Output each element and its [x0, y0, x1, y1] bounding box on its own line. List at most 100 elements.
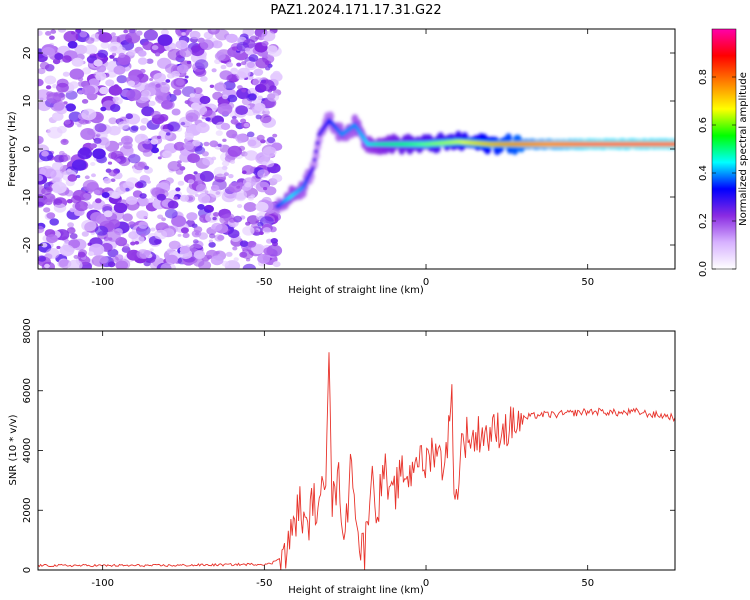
noise-blob — [200, 39, 214, 50]
colorbar-gradient — [712, 29, 736, 269]
noise-blob — [232, 70, 237, 75]
noise-blob — [58, 29, 66, 33]
noise-blob — [111, 191, 121, 199]
noise-blob — [97, 49, 109, 58]
noise-blob — [203, 141, 210, 147]
noise-blob — [66, 168, 72, 173]
noise-blob — [237, 204, 243, 209]
noise-blob — [228, 182, 243, 193]
noise-blob — [38, 68, 46, 75]
noise-blob — [223, 80, 236, 91]
noise-blob — [225, 251, 233, 257]
noise-blob — [204, 190, 209, 194]
noise-blob — [69, 81, 79, 89]
noise-blob — [220, 122, 231, 131]
noise-blob — [94, 225, 109, 236]
noise-blob — [93, 189, 101, 195]
noise-blob — [110, 32, 116, 37]
noise-blob — [239, 240, 249, 247]
noise-blob — [262, 146, 277, 158]
noise-blob — [194, 67, 207, 77]
ridge-core — [324, 123, 328, 127]
noise-blob — [263, 187, 268, 191]
noise-blob — [266, 136, 276, 144]
noise-blob — [210, 29, 217, 32]
noise-blob — [149, 248, 154, 252]
noise-blob — [160, 29, 169, 36]
noise-blob — [241, 88, 247, 93]
noise-blob — [122, 141, 133, 150]
ridge-core — [309, 170, 314, 173]
noise-blob — [221, 191, 237, 203]
noise-blob — [108, 152, 118, 159]
noise-blob — [45, 248, 60, 259]
noise-blob — [39, 165, 55, 178]
noise-blob — [77, 90, 84, 95]
snr-x-axis-label: Height of straight line (km) — [288, 585, 424, 596]
noise-blob — [151, 147, 159, 154]
ridge-core — [307, 173, 312, 176]
y-tick-label: 4000 — [22, 438, 33, 463]
ridge-halo — [505, 133, 512, 144]
noise-blob — [193, 226, 203, 233]
noise-blob — [257, 221, 264, 227]
noise-blob — [113, 202, 126, 212]
noise-blob — [159, 180, 171, 190]
noise-blob — [139, 193, 147, 199]
noise-blob — [190, 102, 201, 110]
x-tick-label: -50 — [256, 277, 272, 288]
noise-blob — [77, 148, 93, 160]
noise-blob — [93, 59, 103, 67]
noise-blob — [79, 31, 88, 38]
ridge-core — [357, 130, 362, 134]
noise-blob — [211, 222, 223, 232]
noise-blob — [215, 251, 220, 255]
noise-blob — [226, 61, 233, 68]
noise-blob — [136, 227, 141, 231]
noise-blob — [209, 188, 223, 198]
noise-blob — [150, 227, 156, 232]
noise-blob — [193, 250, 206, 260]
noise-blob — [155, 95, 164, 102]
x-tick-label: -100 — [91, 277, 114, 288]
noise-blob — [168, 240, 181, 250]
noise-blob — [85, 37, 95, 44]
noise-blob — [261, 52, 268, 57]
noise-blob — [272, 70, 281, 77]
noise-blob — [127, 29, 137, 34]
noise-blob — [214, 52, 226, 61]
x-tick-label: 50 — [581, 578, 594, 589]
ridge-core — [359, 133, 364, 136]
noise-blob — [118, 121, 130, 130]
noise-blob — [233, 257, 239, 262]
noise-blob — [255, 201, 269, 212]
noise-blob — [136, 210, 149, 220]
noise-blob — [181, 32, 186, 36]
noise-blob — [223, 172, 229, 177]
noise-blob — [108, 169, 118, 177]
noise-blob — [84, 44, 98, 55]
noise-blob — [247, 93, 257, 101]
noise-blob — [155, 82, 170, 94]
noise-blob — [182, 232, 190, 239]
noise-blob — [253, 68, 264, 76]
noise-blob — [52, 112, 64, 121]
noise-blob — [230, 160, 236, 164]
figure-title: PAZ1.2024.171.17.31.G22 — [270, 3, 441, 18]
noise-blob — [38, 30, 43, 36]
noise-blob — [62, 154, 71, 161]
noise-blob — [183, 141, 195, 151]
noise-blob — [83, 193, 90, 199]
colorbar-tick-label: 0.6 — [698, 117, 709, 133]
noise-blob — [63, 30, 79, 43]
colorbar-ticks: 0.0 0.2 0.4 0.6 0.8 — [698, 69, 736, 277]
noise-blob — [38, 184, 46, 196]
noise-blob — [65, 103, 76, 112]
noise-blob — [254, 102, 266, 112]
noise-blob — [99, 86, 109, 95]
noise-blob — [184, 75, 189, 79]
noise-blob — [74, 201, 89, 212]
noise-blob — [211, 68, 217, 73]
x-tick-label: 50 — [581, 277, 594, 288]
y-tick-label: 2000 — [22, 498, 33, 523]
